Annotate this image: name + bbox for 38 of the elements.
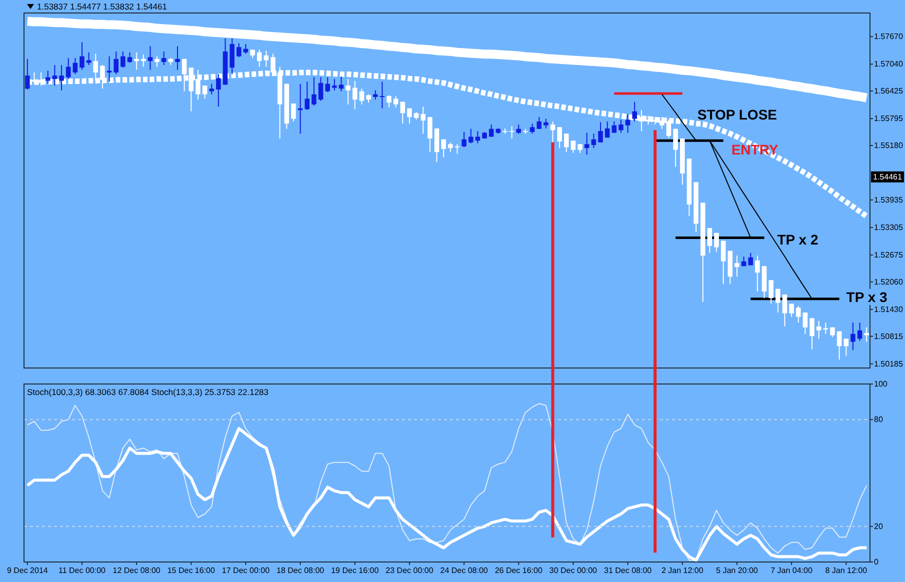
x-tick-label: 31 Dec 08:00 [604, 566, 652, 575]
y-tick-label: 0 [874, 558, 879, 566]
x-tick-label: 2 Jan 12:00 [661, 566, 704, 575]
x-tick-label: 30 Dec 00:00 [549, 566, 598, 575]
x-tick-label: 11 Dec 00:00 [58, 566, 106, 575]
y-tick-label: 1.55795 [874, 114, 904, 124]
x-tick-label: 15 Dec 16:00 [167, 566, 216, 575]
y-tick-label: 1.57040 [874, 60, 904, 69]
x-tick-label: 26 Dec 16:00 [494, 566, 543, 575]
annotation: STOP LOSE [697, 106, 778, 122]
annotation: 1.54461 [873, 172, 902, 182]
y-tick-label: 1.50815 [874, 332, 904, 341]
x-tick-label: 24 Dec 08:00 [440, 566, 488, 575]
y-tick-label: 80 [874, 415, 884, 424]
x-tick-label: 17 Dec 00:00 [222, 566, 270, 575]
annotation: TP x 2 [777, 232, 818, 248]
x-tick-label: 5 Jan 20:00 [716, 566, 758, 575]
x-tick-label: 23 Dec 00:00 [386, 566, 434, 575]
x-tick-label: 12 Dec 08:00 [112, 566, 161, 575]
x-tick-label: 8 Jan 12:00 [825, 566, 868, 575]
y-tick-label: 1.53305 [874, 222, 904, 232]
y-tick-label: 1.57670 [874, 32, 904, 42]
y-tick-label: 1.53935 [874, 195, 904, 204]
x-tick-label: 18 Dec 08:00 [276, 566, 325, 575]
x-tick-label: 19 Dec 16:00 [331, 566, 380, 575]
y-tick-label: 1.56425 [874, 86, 904, 96]
y-tick-label: 20 [874, 522, 884, 531]
x-tick-label: 9 Dec 2014 [6, 566, 48, 575]
annotation: TP x 3 [846, 288, 888, 305]
y-tick-label: 1.51430 [874, 304, 904, 314]
y-tick-label: 1.52060 [874, 277, 904, 286]
y-tick-label: 100 [874, 380, 888, 388]
chart-title: 1.53837 1.54477 1.53832 1.54461 [37, 2, 168, 12]
y-tick-label: 1.55180 [874, 140, 904, 150]
x-tick-label: 7 Jan 04:00 [770, 566, 813, 575]
y-tick-label: 1.52675 [874, 250, 904, 260]
chart-title: Stoch(100,3,3) 68.3063 67.8084 Stoch(13,3,3) 25.3753 22.1283 [27, 387, 269, 397]
y-tick-label: 1.50185 [874, 359, 904, 368]
